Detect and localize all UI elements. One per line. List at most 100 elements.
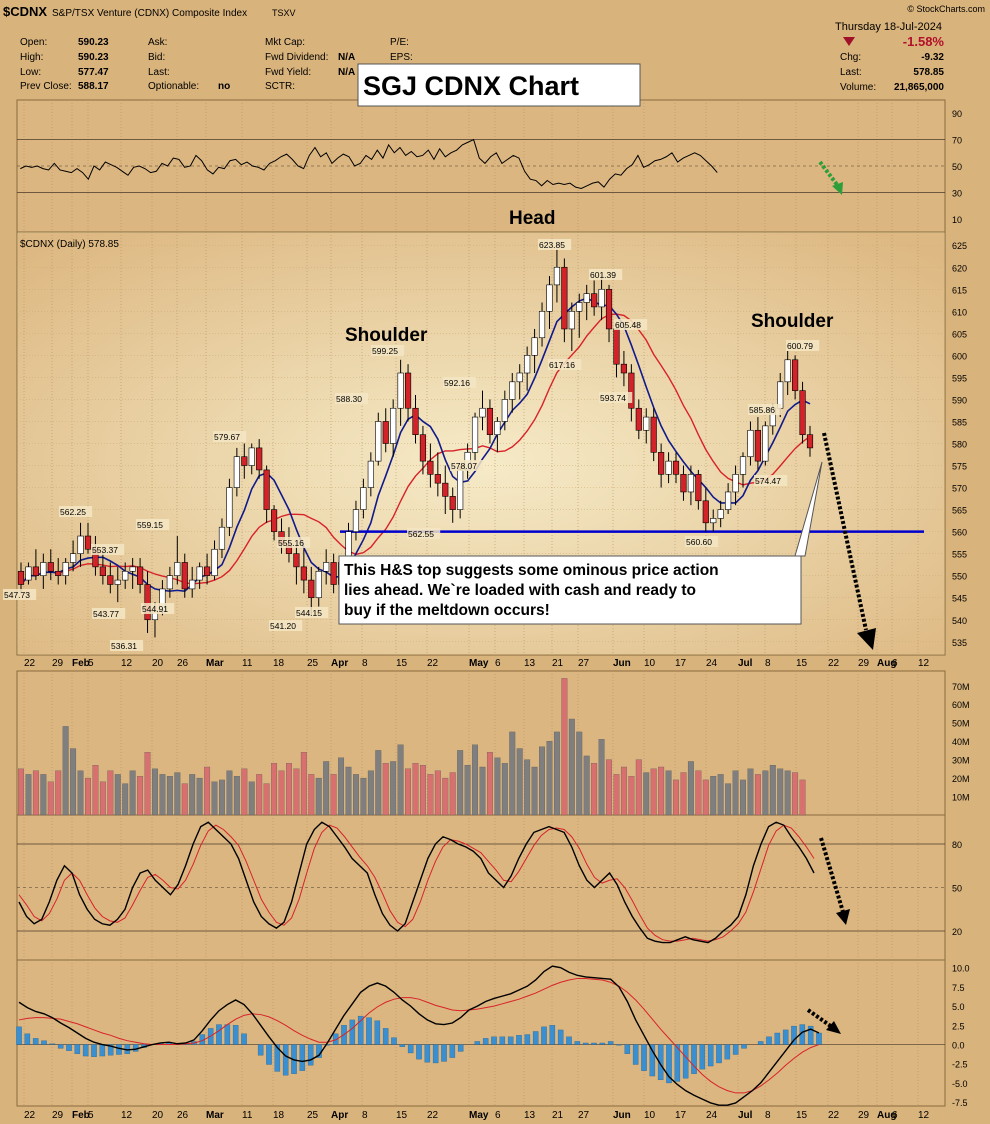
- volume-bar: [702, 779, 709, 816]
- macd-line: [18, 965, 820, 1106]
- macd-tick: 2.5: [952, 1021, 965, 1031]
- field-label: Last:: [148, 67, 170, 78]
- candle: [256, 447, 263, 471]
- price-tick: 625: [952, 241, 967, 251]
- price-tick: 615: [952, 285, 967, 295]
- price-tick: 565: [952, 506, 967, 516]
- x-axis-label: May: [469, 658, 489, 669]
- field-label: SCTR:: [265, 81, 295, 92]
- x-axis-label: 17: [675, 658, 687, 669]
- price-label-bg: [110, 640, 144, 651]
- x-axis-label: Feb: [72, 658, 90, 669]
- volume-bar: [635, 759, 642, 816]
- volume-bar: [137, 776, 144, 816]
- volume-bar: [114, 774, 121, 816]
- macd-hist-bar: [449, 1044, 456, 1058]
- candle: [390, 407, 397, 444]
- volume-bar: [330, 774, 337, 816]
- volume-bar: [152, 768, 158, 816]
- x-axis-label: Feb: [72, 1110, 90, 1121]
- candle: [650, 416, 657, 453]
- x-axis-label: 20: [152, 1110, 164, 1121]
- volume-bar: [643, 772, 650, 816]
- volume-bar: [397, 744, 404, 816]
- macd-hist-bar: [357, 1015, 364, 1045]
- volume-bar: [658, 766, 665, 816]
- x-axis-label: 26: [177, 658, 189, 669]
- x-axis-label: 11: [242, 1110, 253, 1121]
- candle: [129, 566, 136, 572]
- volume-tick: 50M: [952, 719, 970, 729]
- volume-bar: [18, 768, 24, 816]
- field-value: 578.85: [913, 67, 944, 78]
- price-tick: 600: [952, 351, 967, 361]
- macd-hist-bar: [41, 1040, 47, 1045]
- x-axis-label: 20: [152, 658, 164, 669]
- macd-hist-bar: [766, 1036, 772, 1045]
- price-label: 592.16: [444, 378, 470, 388]
- volume-bar: [472, 744, 478, 816]
- candle: [99, 566, 106, 576]
- macd-hist-bar: [557, 1029, 564, 1045]
- volume-bar: [353, 774, 359, 816]
- macd-hist-bar: [32, 1038, 39, 1045]
- price-label-bg: [277, 537, 311, 548]
- field-value: 590.23: [78, 37, 109, 48]
- candle: [70, 553, 77, 563]
- candle: [524, 355, 531, 374]
- price-label: 547.73: [4, 590, 30, 600]
- candle: [367, 460, 374, 488]
- field-label: Volume:: [840, 82, 876, 93]
- volume-bar: [606, 759, 612, 816]
- price-label: 617.16: [549, 360, 575, 370]
- rsi-tick: 30: [952, 188, 962, 198]
- price-tick: 560: [952, 528, 967, 538]
- macd-hist-bar: [16, 1026, 22, 1045]
- volume-bar: [546, 741, 553, 816]
- candle: [204, 566, 211, 576]
- macd-hist-bar: [724, 1044, 731, 1060]
- candle: [486, 407, 494, 435]
- price-label-bg: [92, 608, 126, 619]
- x-axis-label: 12: [121, 1110, 133, 1121]
- x-axis-label: 5: [88, 1110, 94, 1121]
- macd-hist-bar: [374, 1020, 381, 1045]
- price-tick: 535: [952, 638, 967, 648]
- macd-hist-bar: [691, 1044, 697, 1074]
- macd-hist-bar: [382, 1028, 389, 1045]
- candle: [196, 566, 203, 581]
- price-label-bg: [371, 345, 405, 356]
- slow-ma-line: [20, 313, 811, 585]
- x-axis-label: 8: [765, 658, 771, 669]
- volume-bar: [695, 770, 702, 816]
- macd-tick: 0.0: [952, 1041, 965, 1051]
- macd-hist-bar: [332, 1033, 339, 1045]
- candle: [725, 491, 732, 510]
- x-axis-label: 10: [644, 658, 656, 669]
- candle: [427, 460, 434, 475]
- macd-hist-bar: [566, 1036, 572, 1045]
- macd-hist-bar: [649, 1044, 656, 1077]
- volume-bar: [717, 774, 724, 816]
- price-label: 544.91: [142, 604, 168, 614]
- macd-hist-bar: [624, 1044, 631, 1054]
- stoch-k-line: [18, 821, 815, 944]
- volume-tick: 10M: [952, 793, 970, 803]
- price-label: 601.39: [590, 270, 616, 280]
- macd-hist-bar: [282, 1044, 289, 1076]
- x-axis-label: Jun: [613, 1110, 631, 1121]
- volume-bar: [524, 759, 531, 816]
- macd-hist-bar: [791, 1025, 797, 1045]
- price-label: 588.30: [336, 394, 362, 404]
- title-text: SGJ CDNX Chart: [363, 71, 579, 101]
- candle: [695, 474, 702, 502]
- rsi-arrow: [818, 160, 840, 188]
- field-value: -9.32: [921, 52, 944, 63]
- volume-bar: [620, 766, 627, 816]
- macd-hist-bar: [482, 1038, 489, 1045]
- field-label: Open:: [20, 37, 47, 48]
- x-axis-label: 22: [828, 658, 840, 669]
- change-pct: -1.58%: [903, 34, 945, 49]
- volume-bar: [539, 746, 545, 816]
